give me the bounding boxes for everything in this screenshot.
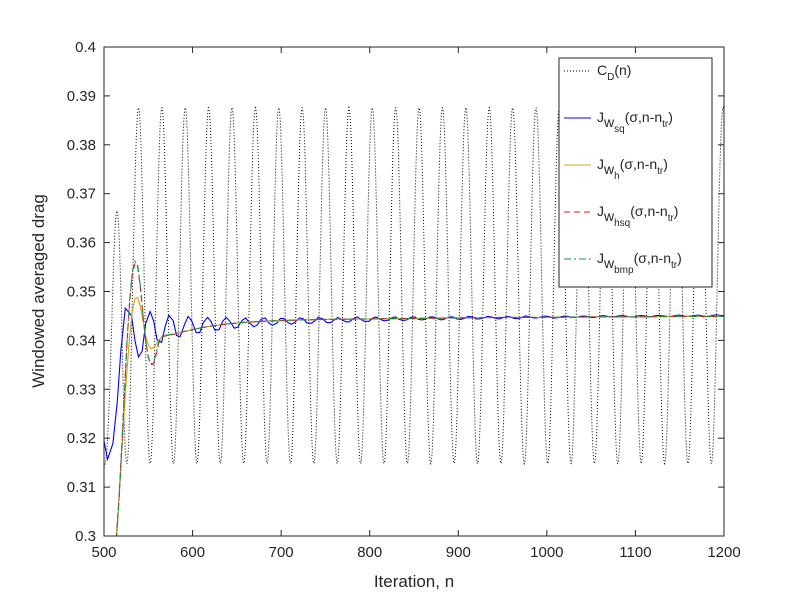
y-axis-label: Windowed averaged drag <box>29 194 48 388</box>
y-tick-label: 0.3 <box>75 528 96 545</box>
legend-entry-jbmp: Jwbmp(σ,n-ntr) <box>597 250 682 276</box>
y-tick-label: 0.32 <box>67 430 96 447</box>
x-tick-label: 600 <box>180 544 205 561</box>
x-tick-label: 900 <box>446 544 471 561</box>
y-tick-label: 0.34 <box>67 332 96 349</box>
series-line-jhsq <box>116 261 724 536</box>
legend: CD(n) Jwsq(σ,n-ntr) Jwh(σ,n-ntr) Jwhsq(σ,n-… <box>558 57 713 288</box>
y-tick-label: 0.35 <box>67 284 96 301</box>
y-tick-label: 0.33 <box>67 381 96 398</box>
legend-entry-jhsq: Jwhsq(σ,n-ntr) <box>597 203 678 229</box>
x-tick-label: 1200 <box>707 544 740 561</box>
x-axis-label: Iteration, n <box>374 572 454 591</box>
y-tick-label: 0.39 <box>67 88 96 105</box>
y-tick-label: 0.36 <box>67 235 96 252</box>
y-tick-label: 0.37 <box>67 186 96 203</box>
x-tick-label: 1100 <box>619 544 651 561</box>
legend-entry-cd: CD(n) <box>597 62 631 83</box>
tick-layer: 500 600 700 800 900 1000 1100 1200 0.3 0.31 0.32 0.… <box>67 39 741 561</box>
legend-entry-jsq: Jwsq(σ,n-ntr) <box>597 109 673 135</box>
x-tick-label: 800 <box>357 544 382 561</box>
x-tick-label: 500 <box>91 544 116 561</box>
series-line-jbmp <box>116 259 724 536</box>
legend-entry-jh: Jwh(σ,n-ntr) <box>597 156 668 182</box>
x-tick-label: 1000 <box>530 544 563 561</box>
series-layer <box>104 105 724 536</box>
y-tick-label: 0.4 <box>75 39 96 56</box>
x-tick-label: 700 <box>269 544 294 561</box>
y-tick-label: 0.31 <box>67 479 96 496</box>
y-tick-label: 0.38 <box>67 137 96 154</box>
legend-box <box>558 57 713 288</box>
